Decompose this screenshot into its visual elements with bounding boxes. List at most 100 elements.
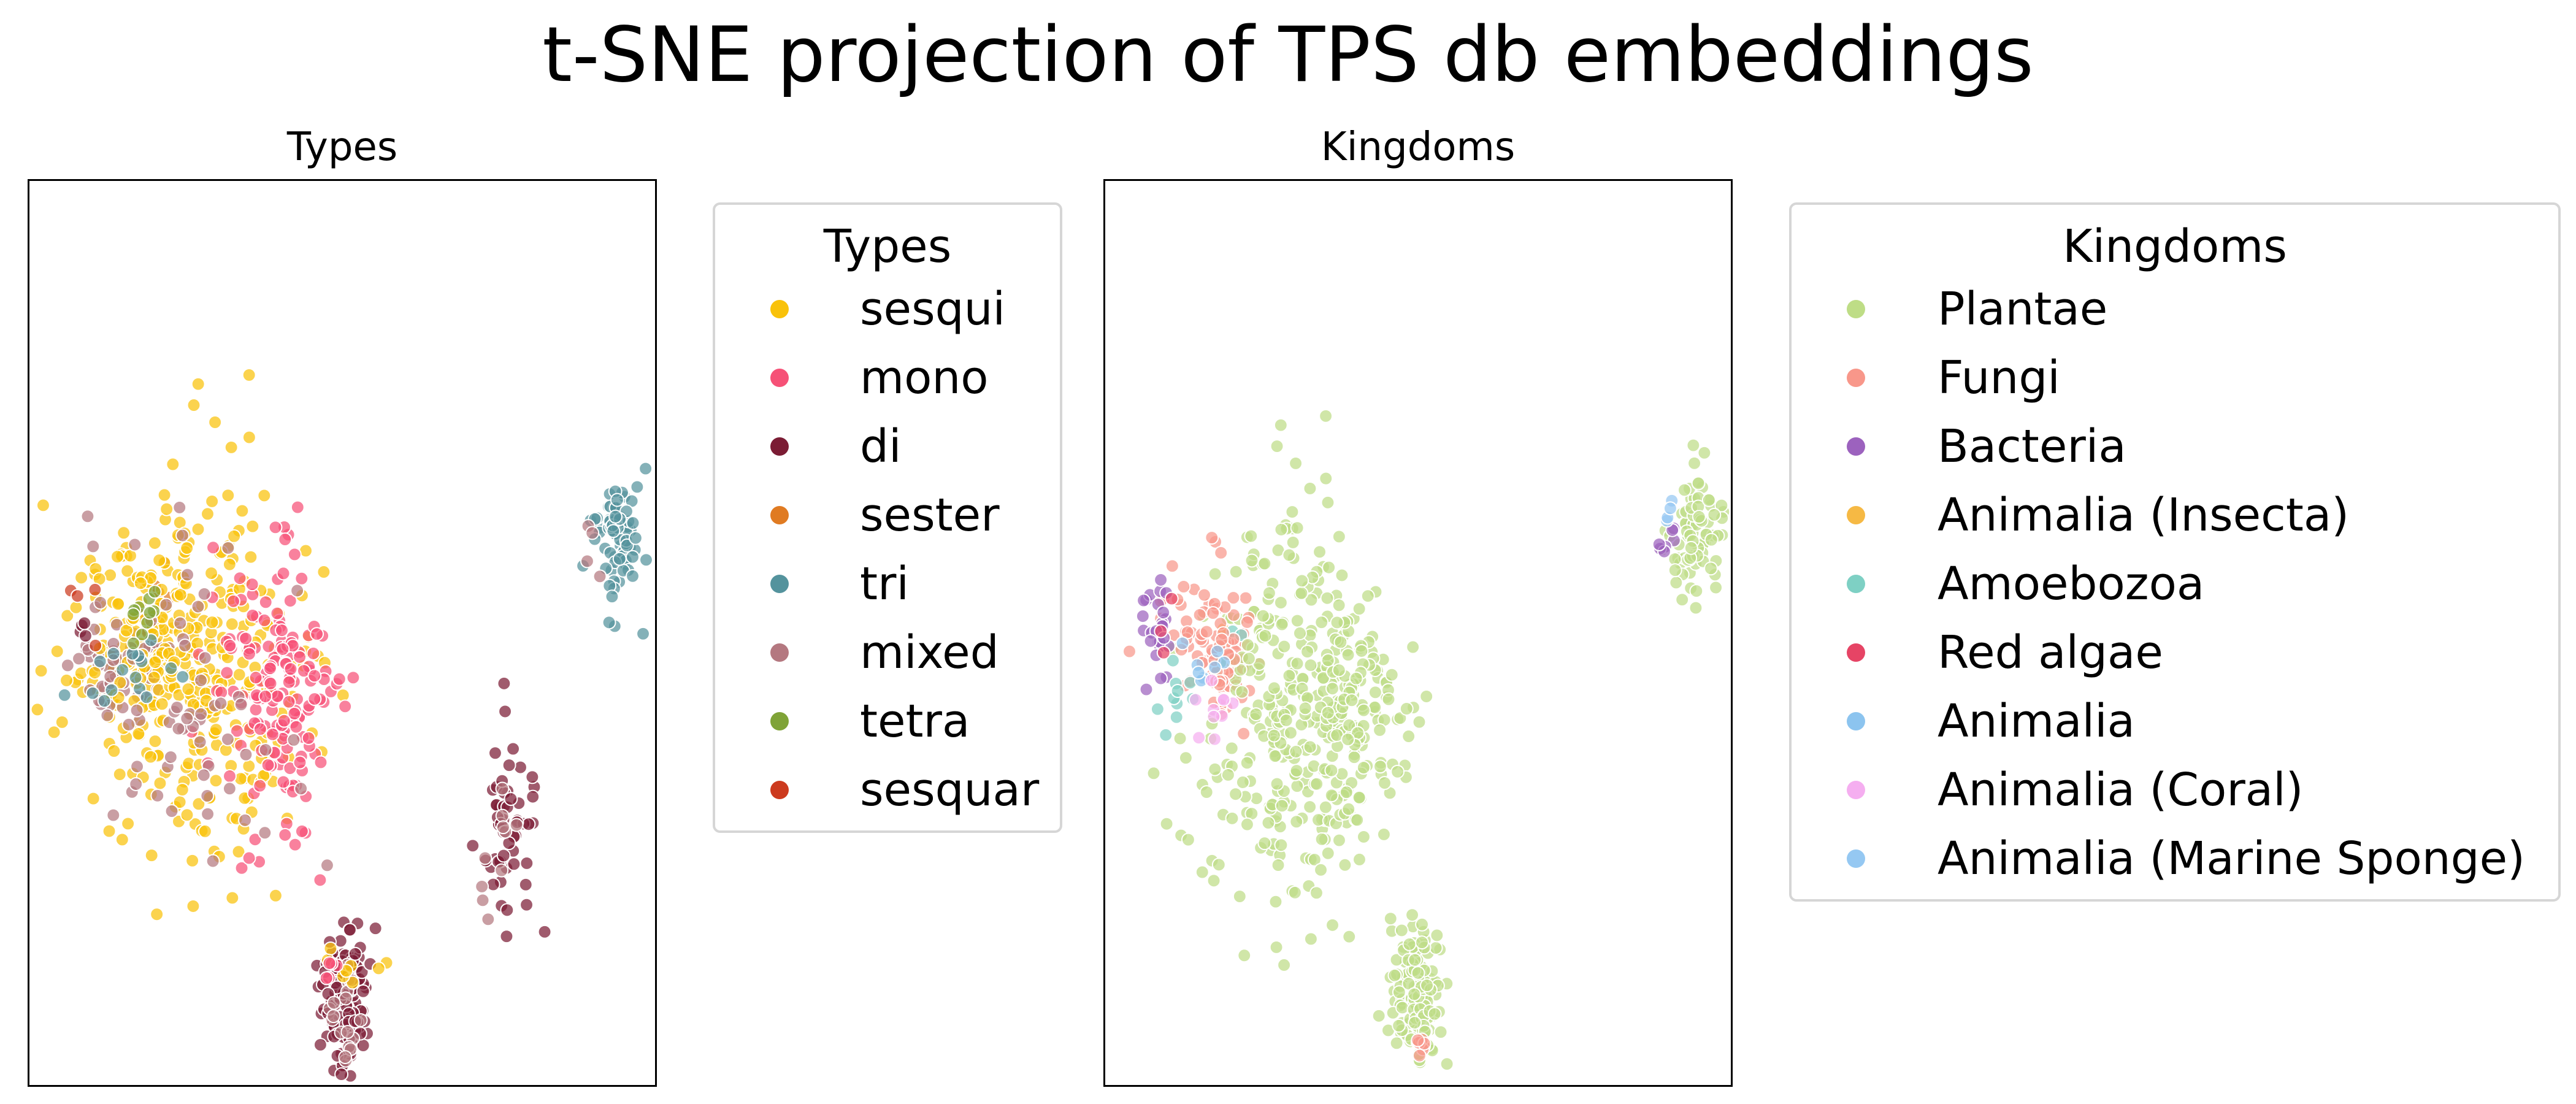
data-point (1320, 591, 1335, 605)
data-point (1433, 1025, 1448, 1040)
data-point (1214, 632, 1229, 647)
data-point (1684, 540, 1698, 555)
data-point (115, 832, 129, 847)
data-point (1294, 586, 1309, 600)
data-point (1321, 705, 1335, 720)
legend-label: sester (860, 489, 1000, 542)
data-point (232, 571, 247, 586)
data-point (1697, 445, 1712, 460)
legend-label: Animalia (Insecta) (1938, 489, 2350, 542)
data-point (518, 877, 533, 892)
data-point (223, 638, 237, 653)
data-point (1175, 636, 1190, 651)
data-point (97, 694, 112, 708)
figure-title: t-SNE projection of TPS db embeddings (542, 11, 2034, 99)
data-point (506, 742, 520, 756)
types-legend-title: Types (823, 220, 952, 273)
data-point (626, 516, 640, 531)
legend-label: Animalia (Coral) (1938, 764, 2304, 816)
legend-label: tri (860, 558, 909, 610)
data-point (180, 541, 194, 556)
legend-label: tetra (860, 695, 970, 748)
data-point (242, 759, 256, 773)
data-point (121, 816, 136, 831)
data-point (1206, 709, 1221, 724)
data-point (326, 995, 341, 1010)
data-point (1235, 775, 1250, 789)
data-point (293, 755, 307, 770)
data-point (222, 781, 237, 796)
data-point (88, 582, 102, 597)
data-point (1395, 1000, 1409, 1015)
data-point (353, 1013, 368, 1027)
data-point (1381, 692, 1396, 707)
types-legend-entries: sesqui mono di sester tri mixed tetra sesquar (715, 275, 1060, 824)
data-point (1268, 894, 1283, 909)
data-point (191, 377, 205, 391)
data-point (585, 526, 600, 540)
data-point (150, 907, 164, 922)
data-point (1309, 886, 1324, 900)
data-point (319, 971, 334, 986)
data-point (1309, 776, 1324, 791)
data-point (1392, 985, 1406, 1000)
data-point (229, 724, 244, 738)
data-point (1321, 846, 1335, 861)
data-point (1210, 644, 1225, 659)
data-point (1668, 563, 1682, 578)
data-point (1427, 1006, 1442, 1021)
data-point (1652, 537, 1666, 551)
data-point (126, 636, 140, 651)
data-point (1169, 710, 1184, 724)
legend-marker (770, 575, 789, 593)
data-point (1368, 685, 1382, 700)
data-point (227, 529, 242, 543)
data-point (346, 670, 361, 685)
data-point (1439, 1057, 1454, 1071)
data-point (1255, 608, 1270, 623)
legend-entry: Animalia (Insecta) (1792, 481, 2558, 550)
data-point (79, 629, 93, 643)
data-point (1347, 750, 1362, 765)
data-point (289, 719, 304, 734)
data-point (238, 813, 252, 827)
legend-marker (1847, 712, 1865, 730)
data-point (191, 797, 206, 811)
data-point (537, 924, 552, 939)
data-point (283, 594, 297, 608)
data-point (1686, 438, 1701, 453)
data-point (1173, 731, 1187, 746)
data-point (173, 588, 188, 602)
data-point (1199, 785, 1214, 799)
legend-entry: sesqui (715, 275, 1060, 343)
data-point (1224, 741, 1239, 756)
data-point (147, 670, 161, 685)
legend-entry: tri (715, 550, 1060, 618)
data-point (1408, 953, 1422, 967)
kingdoms-legend-entries: Plantae Fungi Bacteria Animalia (Insecta) Am… (1792, 275, 2558, 893)
data-point (356, 984, 370, 999)
data-point (1143, 634, 1158, 648)
legend-entry: di (715, 412, 1060, 481)
data-point (1408, 1015, 1422, 1030)
data-point (320, 858, 334, 873)
data-point (110, 550, 125, 564)
data-point (1360, 589, 1375, 604)
data-point (283, 662, 298, 677)
legend-label: Bacteria (1938, 420, 2126, 473)
data-point (1178, 751, 1193, 765)
data-point (1406, 640, 1420, 654)
legend-entry: mixed (715, 618, 1060, 687)
data-point (1191, 665, 1206, 680)
data-point (1285, 505, 1300, 519)
data-point (1383, 911, 1398, 926)
data-point (139, 690, 154, 705)
legend-marker (770, 369, 789, 387)
data-point (478, 851, 493, 865)
data-point (220, 732, 235, 746)
legend-marker (1847, 369, 1865, 387)
legend-marker (770, 643, 789, 662)
data-point (519, 856, 534, 870)
data-point (1303, 481, 1317, 496)
data-point (1318, 800, 1333, 815)
